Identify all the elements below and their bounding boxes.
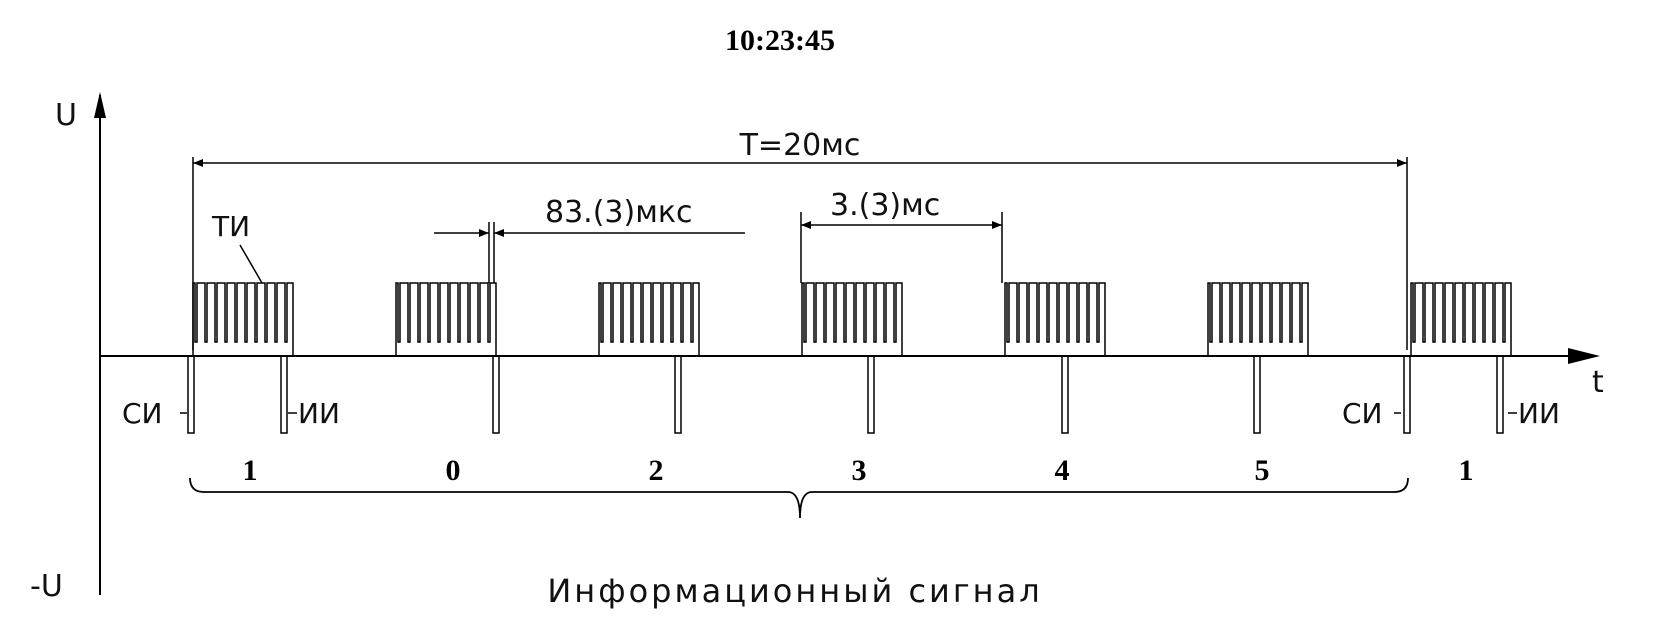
pulse-burst-1 <box>192 282 294 356</box>
marker-pulse-1 <box>187 355 195 434</box>
si-label-2: СИ <box>1342 397 1383 430</box>
marker-pulse-2 <box>280 355 288 434</box>
pulse-burst-3 <box>598 282 700 356</box>
marker-pulse-5 <box>867 355 875 434</box>
ti-label: ТИ <box>211 210 250 243</box>
pulse-burst-4 <box>801 282 903 356</box>
marker-pulse-7 <box>1253 355 1261 434</box>
digit-6: 5 <box>1255 454 1270 487</box>
digit-4: 3 <box>852 454 867 487</box>
interval-label: 3.(3)мс <box>830 188 940 223</box>
marker-pulses <box>187 355 1504 434</box>
diagram-title: 10:23:45 <box>725 24 835 57</box>
pulse-burst-5 <box>1004 282 1106 356</box>
marker-pulse-3 <box>492 355 500 434</box>
si-label-1: СИ <box>122 397 163 430</box>
ii-label-2: ИИ <box>1518 397 1560 430</box>
ti-leader-line <box>239 244 263 284</box>
ii-label-1: ИИ <box>298 397 340 430</box>
digit-5: 4 <box>1055 454 1070 487</box>
pulse-burst-7 <box>1410 282 1512 356</box>
pulse-burst-2 <box>395 282 497 356</box>
marker-pulse-8 <box>1403 355 1411 434</box>
y-axis-negative-label: -U <box>30 569 63 604</box>
frame-brace <box>189 477 1409 519</box>
period-label: T=20мс <box>739 128 861 163</box>
marker-pulse-9 <box>1496 355 1504 434</box>
digit-7: 1 <box>1459 454 1474 487</box>
y-axis-arrowhead <box>94 92 106 118</box>
digit-2: 0 <box>446 454 461 487</box>
x-axis-label: t <box>1592 365 1604 400</box>
marker-pulse-6 <box>1061 355 1069 434</box>
digit-1: 1 <box>243 454 258 487</box>
caption: Информационный сигнал <box>547 572 1042 610</box>
digit-3: 2 <box>649 454 664 487</box>
pulse-bursts <box>192 282 1512 356</box>
pulse-width-label: 83.(3)мкс <box>545 195 692 230</box>
marker-pulse-4 <box>674 355 682 434</box>
x-axis-arrowhead <box>1568 348 1600 364</box>
pulse-burst-6 <box>1207 282 1309 356</box>
y-axis-label: U <box>55 98 77 133</box>
